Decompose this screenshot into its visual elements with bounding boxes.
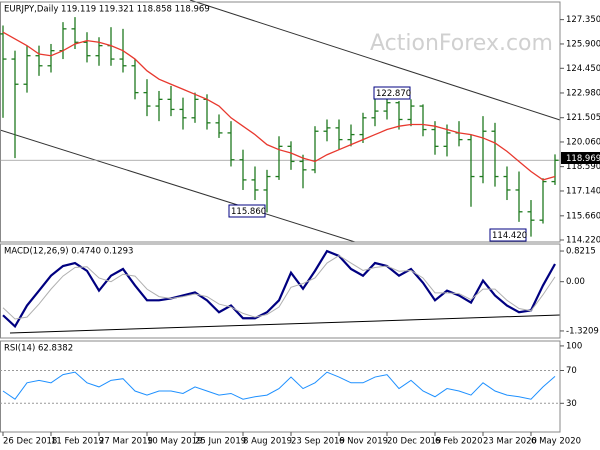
y-tick-label: 121.505	[566, 113, 600, 123]
price-label-box	[373, 86, 411, 100]
x-tick-label: 26 Dec 2018	[3, 437, 57, 447]
overlay: 122.870 115.860 114.420 118.969	[228, 86, 600, 242]
y-tick-label: 127.350	[566, 15, 600, 25]
x-tick-label: 23 Sep 2019	[291, 437, 345, 447]
panel-frame	[0, 340, 561, 433]
x-tick-label: 6 May 2020	[531, 437, 581, 447]
macd-trend-line	[9, 314, 561, 334]
y-tick-label: 70	[566, 366, 577, 376]
y-tick-label: 30	[566, 399, 577, 409]
y-tick-label: 122.980	[566, 88, 600, 98]
y-tick-label: 120.060	[566, 137, 600, 147]
watermark: ActionForex.com	[370, 31, 553, 56]
panel-frame	[0, 1, 561, 243]
x-tick-label: 23 Mar 2020	[483, 437, 537, 447]
price-label: 115.860	[231, 207, 266, 217]
x-tick-label: 25 Jun 2019	[195, 437, 246, 447]
panel-title: RSI(14) 62.8382	[4, 344, 73, 354]
x-tick-label: 20 Dec 2019	[387, 437, 441, 447]
y-tick-label: 125.900	[566, 39, 600, 49]
series-line	[2, 254, 556, 320]
panel-title: EURJPY,Daily 119.119 119.321 118.858 118…	[4, 5, 210, 15]
current-price: 118.969	[566, 154, 600, 164]
y-tick-label: 118.590	[566, 162, 600, 172]
current-price-box	[561, 152, 600, 164]
moving-average	[2, 31, 556, 181]
y-tick-label: 114.220	[566, 235, 600, 245]
y-tick-label: 117.140	[566, 186, 600, 196]
channel-line	[0, 129, 356, 243]
panel-frame	[0, 243, 561, 339]
x-tick-label: 6 Feb 2020	[435, 437, 483, 447]
y-tick-label: 100	[566, 341, 582, 351]
series-line	[2, 249, 556, 329]
x-tick-label: 8 Aug 2019	[243, 437, 292, 447]
x-tick-label: 27 Mar 2019	[99, 437, 153, 447]
price-label-box	[489, 228, 527, 242]
price-label: 122.870	[376, 89, 411, 99]
y-tick-label: 0.8215	[566, 247, 596, 257]
y-tick-label: 124.450	[566, 64, 600, 74]
channel-line	[189, 0, 561, 121]
x-tick-label: 11 Feb 2019	[51, 437, 104, 447]
y-tick-label: -1.3209	[566, 326, 599, 336]
x-tick-label: 10 May 2019	[147, 437, 202, 447]
x-tick-label: 6 Nov 2019	[339, 437, 388, 447]
y-tick-label: 115.660	[566, 211, 600, 221]
y-tick-label: 0.00	[566, 277, 585, 287]
series-line	[2, 371, 556, 400]
panel-title: MACD(12,26,9) 0.4740 0.1293	[4, 247, 133, 257]
price-label: 114.420	[492, 231, 527, 241]
price-label-box	[228, 204, 266, 218]
